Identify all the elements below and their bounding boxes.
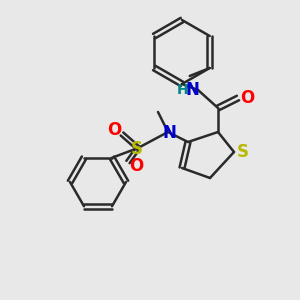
Text: N: N [162,124,176,142]
Text: O: O [240,89,254,107]
Text: O: O [107,121,121,139]
Text: S: S [131,140,143,158]
Text: O: O [129,157,143,175]
Text: N: N [185,81,199,99]
Text: H: H [177,83,189,97]
Text: S: S [237,143,249,161]
